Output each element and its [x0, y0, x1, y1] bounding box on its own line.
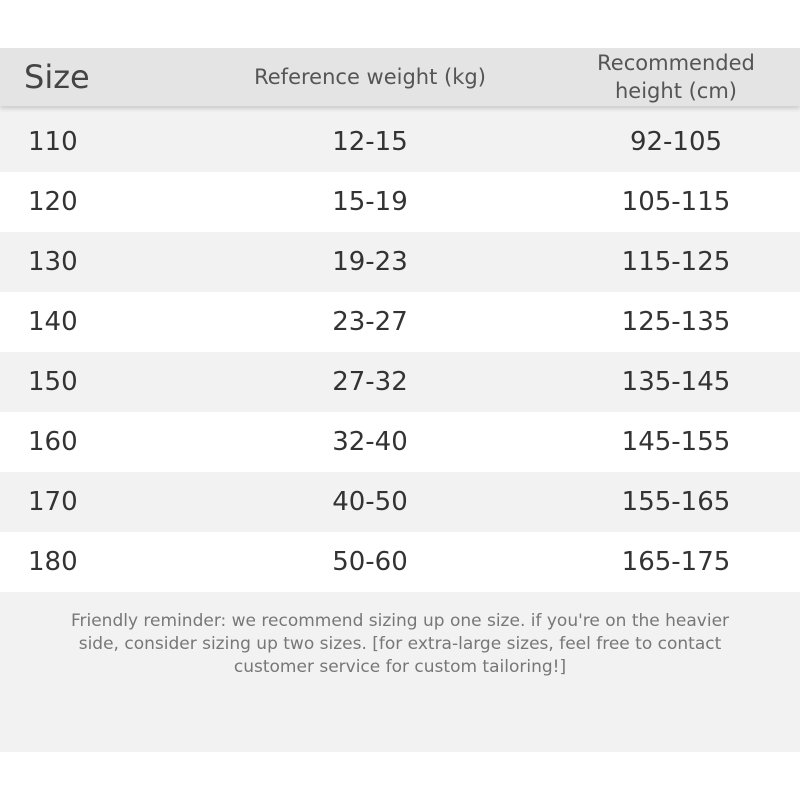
table-cell: 110: [28, 127, 78, 157]
table-row: 110 12-15 92-105: [0, 112, 800, 172]
table-row: 140 23-27 125-135: [0, 292, 800, 352]
header-cell: Size: [24, 58, 90, 96]
table-cell: 130: [28, 247, 78, 277]
footer-line: Friendly reminder: we recommend sizing u…: [70, 611, 730, 631]
table-row: 180 50-60 165-175: [0, 532, 800, 592]
table-cell: 160: [28, 427, 78, 457]
table-row: 120 15-19 105-115: [0, 172, 800, 232]
table-cell: 19-23: [332, 247, 408, 277]
size-chart: Size Reference weight (kg) Recommended h…: [0, 48, 800, 752]
table-row: 130 19-23 115-125: [0, 232, 800, 292]
table-cell: 180: [28, 547, 78, 577]
table-cell: 170: [28, 487, 78, 517]
table-row: 170 40-50 155-165: [0, 472, 800, 532]
table-cell: 115-125: [621, 247, 731, 277]
table-cell: 125-135: [621, 307, 731, 337]
header-cell: Reference weight (kg): [254, 65, 486, 89]
table-cell: 27-32: [332, 367, 408, 397]
header-row: Size Reference weight (kg) Recommended h…: [0, 48, 800, 106]
table-cell: 135-145: [621, 367, 731, 397]
table-cell: 15-19: [332, 187, 408, 217]
table-cell: 105-115: [621, 187, 731, 217]
table-cell: 155-165: [621, 487, 731, 517]
footer-line: customer service for custom tailoring!]: [233, 657, 567, 677]
table-cell: 23-27: [332, 307, 408, 337]
table-cell: 120: [28, 187, 78, 217]
table-cell: 150: [28, 367, 78, 397]
footer-line: side, consider sizing up two sizes. [for…: [78, 634, 722, 654]
table-cell: 92-105: [629, 127, 723, 157]
table-cell: 50-60: [332, 547, 408, 577]
table-cell: 165-175: [621, 547, 731, 577]
table-cell: 140: [28, 307, 78, 337]
table-cell: 145-155: [621, 427, 731, 457]
table-cell: 12-15: [332, 127, 408, 157]
table-row: 150 27-32 135-145: [0, 352, 800, 412]
footer-note: Friendly reminder: we recommend sizing u…: [0, 610, 800, 679]
table-cell: 40-50: [332, 487, 408, 517]
table-row: 160 32-40 145-155: [0, 412, 800, 472]
table-cell: 32-40: [332, 427, 408, 457]
header-cell: Recommended height (cm): [597, 51, 755, 103]
